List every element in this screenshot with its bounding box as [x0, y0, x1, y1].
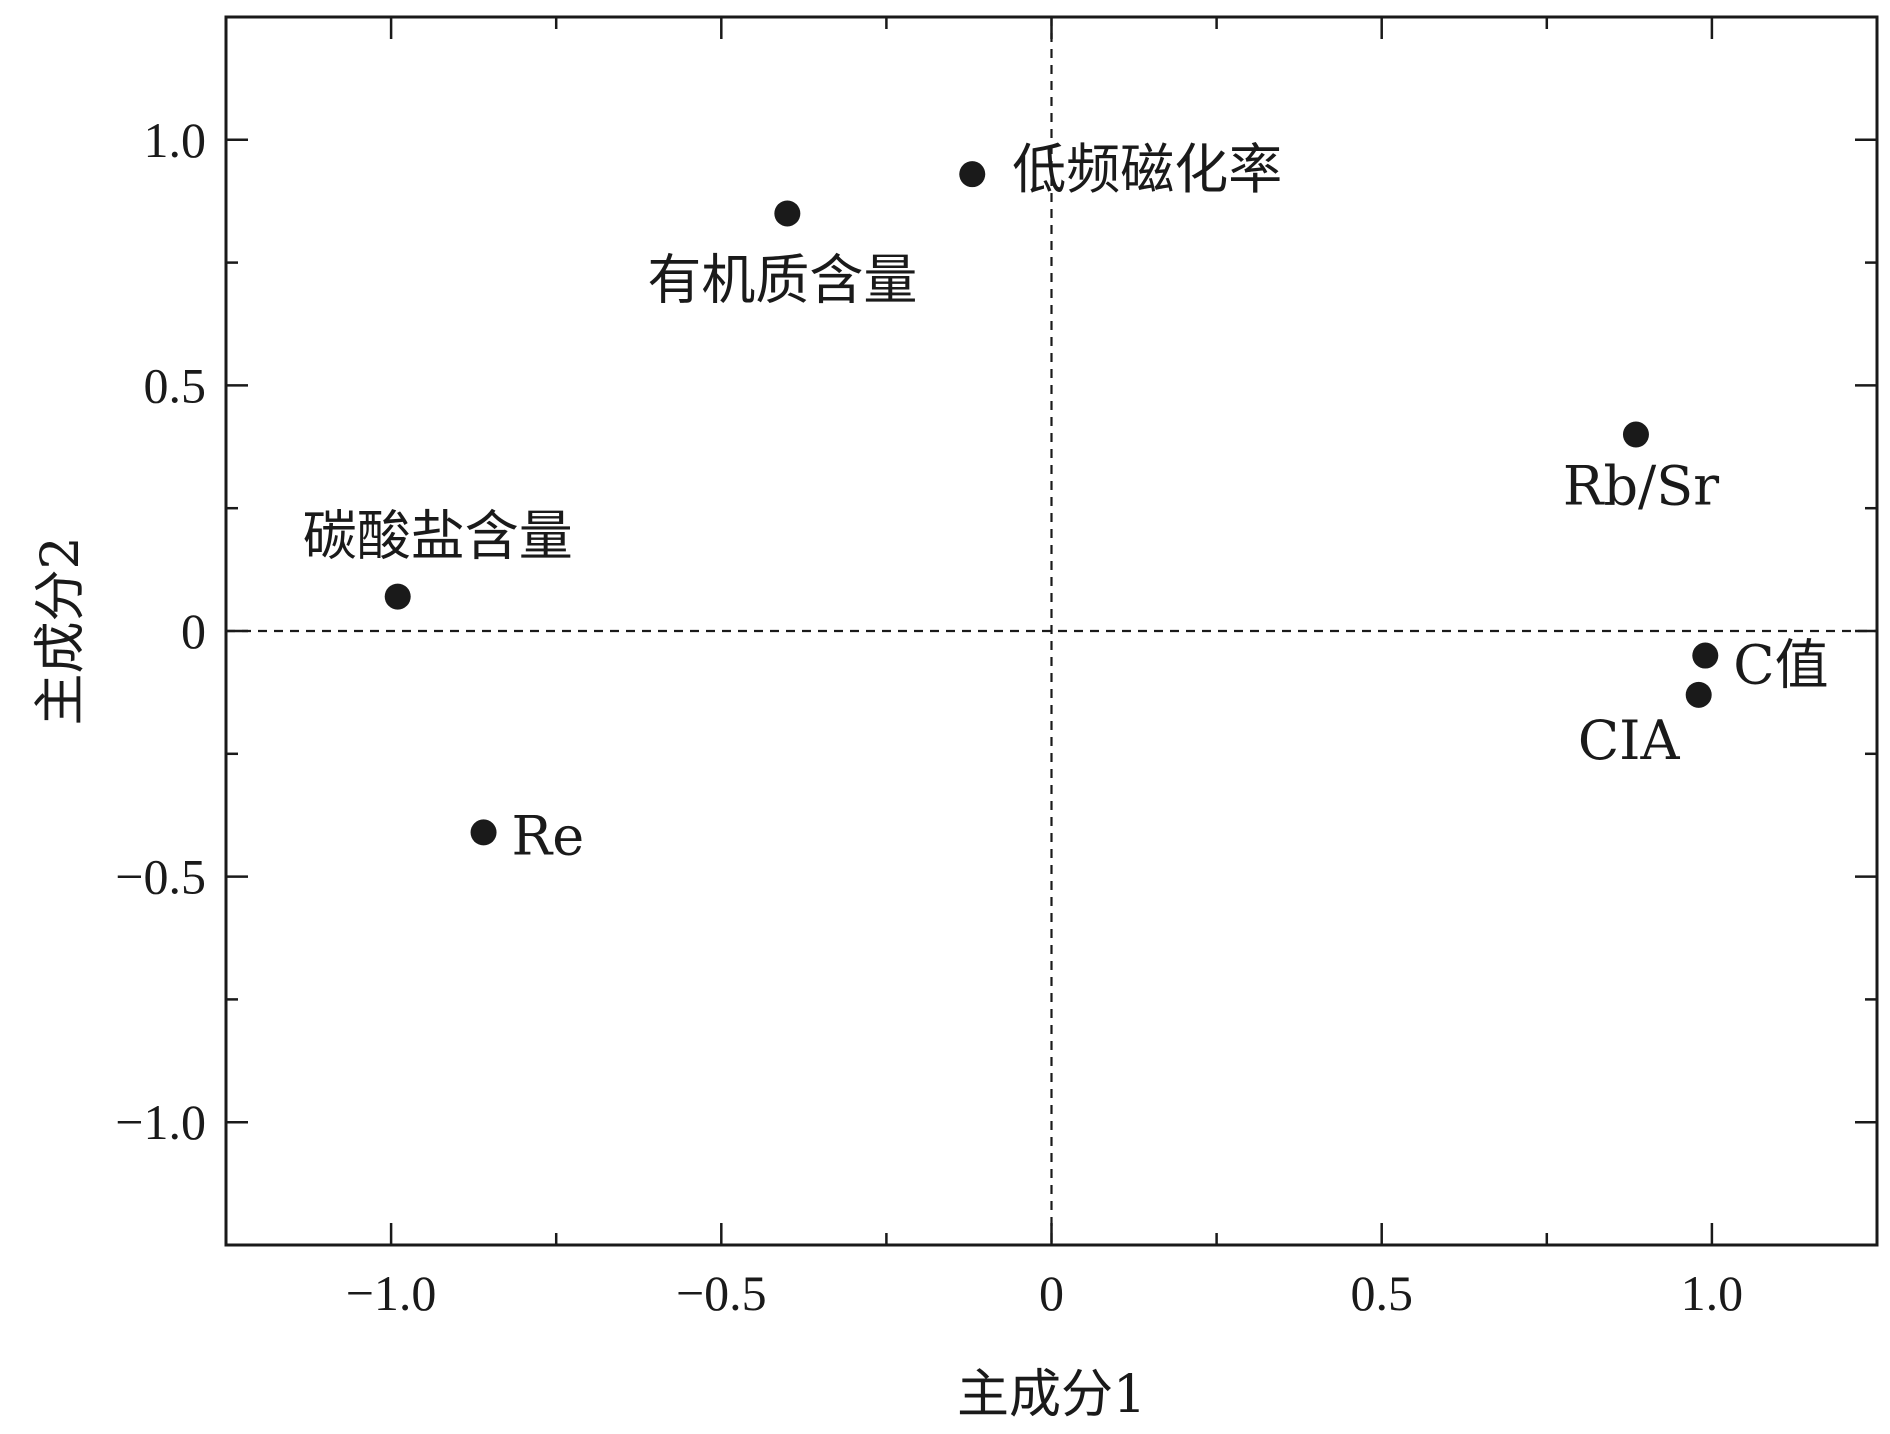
x-tick-label: 0.5	[1350, 1265, 1413, 1321]
data-point-label: Rb/Sr	[1563, 455, 1719, 518]
data-point-label: 有机质含量	[647, 248, 917, 311]
data-point	[959, 161, 986, 188]
data-points	[384, 161, 1719, 846]
x-tick-label: 0	[1039, 1265, 1064, 1321]
x-axis-title: 主成分1	[957, 1365, 1146, 1425]
axis-tick-labels: −1.0 −0.5 0 0.5 1.0 −1.0 −0.5 0 0.5 1.0	[115, 112, 1743, 1321]
y-axis-title: 主成分2	[31, 536, 91, 725]
data-point	[1692, 642, 1719, 669]
y-tick-label: −0.5	[115, 849, 206, 905]
data-point-label: 低频磁化率	[1012, 138, 1282, 201]
data-point	[1685, 681, 1712, 708]
x-tick-label: −1.0	[346, 1265, 437, 1321]
y-tick-label: 0.5	[144, 357, 207, 413]
x-tick-label: −0.5	[676, 1265, 767, 1321]
data-point	[384, 583, 411, 610]
data-point-label: 碳酸盐含量	[303, 505, 573, 568]
data-point-label: Re	[512, 804, 585, 867]
x-tick-label: 1.0	[1681, 1265, 1744, 1321]
plot-area	[224, 15, 1879, 1247]
axis-ticks	[226, 17, 1877, 1245]
data-point	[470, 819, 497, 846]
data-point	[774, 200, 801, 227]
data-point-label: C值	[1733, 634, 1828, 697]
data-point-label: CIA	[1578, 709, 1681, 772]
data-point	[1622, 421, 1649, 448]
y-tick-label: −1.0	[115, 1094, 206, 1150]
y-tick-label: 1.0	[144, 112, 207, 168]
y-tick-label: 0	[181, 603, 206, 659]
